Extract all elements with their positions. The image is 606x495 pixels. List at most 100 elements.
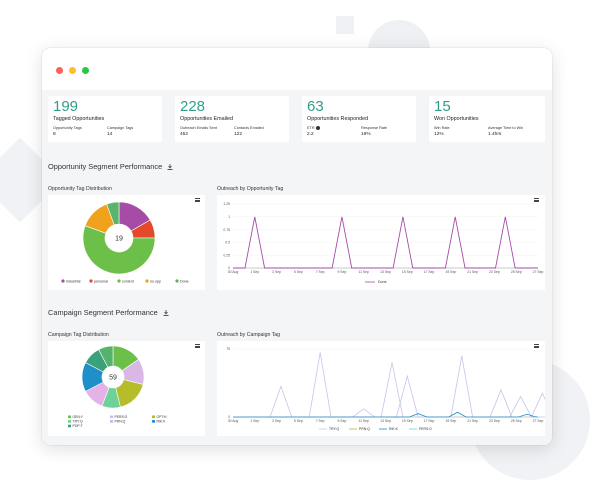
stat-sub2-label: Contacts Emailed [234, 126, 264, 130]
legend-label: personal [94, 280, 108, 284]
x-tick-label: 17 Sep [424, 270, 435, 274]
panel-title-camp-donut: Campaign Tag Distribution [48, 332, 109, 338]
legend-marker [145, 279, 149, 283]
y-tick-label: 1 [228, 215, 230, 219]
x-tick-label: 30 Aug [228, 419, 239, 423]
stat-sub2-value: 122 [234, 132, 243, 137]
stat-value: 199 [53, 98, 79, 115]
x-tick-label: 25 Sep [511, 419, 522, 423]
x-tick-label: 19 Sep [445, 419, 456, 423]
y-tick-label: 0 [228, 415, 230, 419]
legend-label: PERS:O [115, 415, 128, 419]
camp-line-panel: 30 Aug 1 Sep 3 Sep 5 Sep 7 Sep 9 Sep 11 Sep 13 … [217, 341, 552, 436]
panel-title-camp-line: Outreach by Campaign Tag [217, 332, 281, 338]
stat-title: Won Opportunities [434, 116, 479, 122]
camp-line-chart: 30 Aug 1 Sep 3 Sep 5 Sep 7 Sep 9 Sep 11 Sep 13 … [226, 347, 552, 431]
legend-marker [117, 279, 121, 283]
maximize-dot[interactable] [82, 67, 89, 74]
series-line [233, 352, 552, 418]
legend-label: Done [180, 280, 189, 284]
stat-sub2-value: 1.4hrs [488, 132, 502, 137]
chart-menu-icon[interactable] [534, 344, 539, 349]
stat-card-responded: 63 Opportunities Responded ETR 2.2 Respo… [302, 96, 416, 142]
x-tick-label: 23 Sep [489, 270, 500, 274]
stat-sub1-label: ETR [307, 126, 320, 130]
stat-sub1-value: 12% [434, 132, 444, 137]
stat-sub2-label: Average Time to Win [488, 126, 524, 130]
stat-value: 15 [434, 98, 451, 115]
y-tick-label: 0.25 [223, 253, 230, 257]
stat-card-emailed: 228 Opportunities Emailed Outreach Email… [175, 96, 289, 142]
legend-label: PERS:O [419, 427, 432, 431]
x-tick-label: 13 Sep [380, 270, 391, 274]
legend-marker [89, 279, 93, 283]
legend-label: Done [378, 280, 387, 284]
legend-label: PRN:Q [115, 420, 126, 424]
stat-sub1-value: 452 [180, 132, 189, 137]
x-tick-label: 19 Sep [445, 270, 456, 274]
legend-marker [68, 424, 71, 428]
chart-menu-icon[interactable] [195, 198, 200, 203]
y-tick-label: 75 [226, 347, 230, 351]
stat-sub1-label: Outreach Emails Sent [180, 126, 217, 130]
section-title-text: Opportunity Segment Performance [48, 162, 163, 171]
opp-line-panel: 30 Aug 1 Sep 3 Sep 5 Sep 7 Sep 9 Sep 11 Sep 13 … [217, 195, 545, 290]
legend-marker [68, 415, 71, 419]
x-tick-label: 7 Sep [316, 270, 325, 274]
legend-label: RIK:K [389, 427, 399, 431]
opp-line-chart: 30 Aug 1 Sep 3 Sep 5 Sep 7 Sep 9 Sep 11 Sep 13 … [223, 202, 543, 284]
stat-title: Opportunities Emailed [180, 116, 234, 122]
stat-sub1-value: 8 [53, 132, 56, 137]
donut-slice [115, 379, 144, 408]
section-title-campaign: Campaign Segment Performance [48, 308, 169, 318]
y-tick-label: 0.75 [223, 228, 230, 232]
legend-marker [68, 420, 71, 423]
close-dot[interactable] [56, 67, 63, 74]
donut-center-label: 59 [109, 375, 117, 382]
stat-sub1-label: Opportunity Tags [53, 126, 82, 130]
x-tick-label: 13 Sep [380, 419, 391, 423]
download-icon[interactable] [163, 309, 169, 318]
x-tick-label: 3 Sep [272, 270, 281, 274]
etr-label: ETR [307, 126, 315, 130]
x-tick-label: 23 Sep [489, 419, 500, 423]
donut-slice [98, 345, 114, 368]
stat-value: 228 [180, 98, 206, 115]
panel-title-opp-donut: Opportunity Tag Distribution [48, 186, 112, 192]
download-icon[interactable] [167, 163, 173, 172]
stat-card-tagged: 199 Tagged Opportunities Opportunity Tag… [48, 96, 162, 142]
legend-label: TRY:Q [329, 427, 339, 431]
chart-menu-icon[interactable] [195, 344, 200, 349]
legend-marker [61, 279, 65, 283]
bg-square-top [336, 16, 354, 34]
stat-title: Opportunities Responded [307, 116, 369, 122]
legend-marker [175, 279, 179, 283]
section-title-text: Campaign Segment Performance [48, 308, 158, 317]
camp-donut-panel: 59 GEN:Y PERS:O OPT:H TRY:Q PRN:Q RIK:K POP:T [48, 341, 205, 436]
x-tick-label: 17 Sep [424, 419, 435, 423]
camp-donut-chart: 59 GEN:Y PERS:O OPT:H TRY:Q PRN:Q RIK:K POP:T [68, 345, 167, 428]
x-tick-label: 21 Sep [467, 419, 478, 423]
x-tick-label: 11 Sep [358, 270, 369, 274]
x-tick-label: 15 Sep [402, 270, 413, 274]
chart-menu-icon[interactable] [534, 198, 539, 203]
x-tick-label: 25 Sep [511, 270, 522, 274]
x-tick-label: 5 Sep [294, 270, 303, 274]
x-tick-label: 11 Sep [358, 419, 369, 423]
x-tick-label: 5 Sep [294, 419, 303, 423]
stat-sub2-value: 14 [107, 132, 113, 137]
stat-title: Tagged Opportunities [53, 116, 105, 122]
minimize-dot[interactable] [69, 67, 76, 74]
legend-label: PRN:Q [359, 427, 370, 431]
x-tick-label: 27 Sep [533, 419, 544, 423]
stat-sub2-label: Response Rate [361, 126, 388, 130]
info-icon[interactable] [315, 126, 320, 130]
legend-marker [152, 415, 155, 419]
x-tick-label: 9 Sep [337, 270, 346, 274]
legend-marker [110, 415, 113, 419]
opp-donut-panel: 19 industrial personal content no opp Done [48, 195, 205, 290]
series-line [233, 216, 538, 269]
app-window: 199 Tagged Opportunities Opportunity Tag… [42, 48, 552, 445]
stat-value: 63 [307, 98, 324, 115]
stat-sub2-value: 19% [361, 132, 371, 137]
